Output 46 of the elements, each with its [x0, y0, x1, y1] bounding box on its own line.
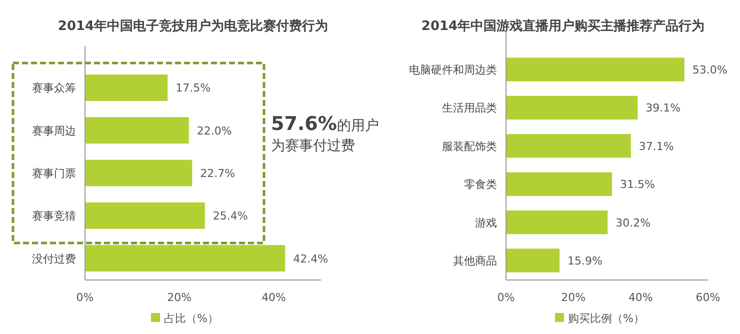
x-tick-label: 0%	[497, 291, 515, 304]
y-tick-label: 赛事竞猜	[32, 210, 76, 223]
y-tick-label: 赛事众筹	[32, 82, 76, 95]
bar	[85, 202, 205, 229]
bar	[506, 172, 612, 196]
bar	[85, 245, 286, 272]
chart-title: 2014年中国电子竞技用户为电竞比赛付费行为	[58, 18, 328, 34]
text: 25.4%	[212, 210, 248, 223]
chart-title: 2014年中国游戏直播用户购买主播推荐产品行为	[421, 18, 705, 34]
x-tick-label: 40%	[262, 291, 286, 304]
y-tick-label: 其他商品	[453, 254, 497, 268]
y-tick-label: 没付过费	[32, 252, 76, 266]
text: 15.9%	[568, 254, 602, 268]
legend-label: 购买比例（%）	[568, 312, 644, 325]
y-tick-label: 生活用品类	[442, 102, 497, 115]
annotation: 57.6%的用户	[271, 113, 379, 135]
text: 17.5%	[176, 82, 211, 95]
text: 42.4%	[293, 252, 328, 266]
text: 53.0%	[692, 63, 728, 76]
x-tick-label: 60%	[696, 291, 720, 304]
text: 31.5%	[620, 178, 656, 192]
legend-label: 占比（%）	[164, 312, 218, 325]
y-tick-label: 赛事门票	[32, 167, 76, 180]
x-tick-label: 20%	[561, 291, 586, 304]
bar	[506, 210, 608, 234]
x-tick-label: 0%	[76, 291, 94, 304]
text: 39.1%	[646, 102, 681, 115]
x-tick-label: 40%	[628, 291, 653, 304]
text: 30.2%	[616, 216, 651, 230]
annotation: 为赛事付过费	[271, 138, 355, 154]
bar	[506, 96, 638, 120]
text: 22.7%	[200, 167, 236, 180]
bar	[506, 134, 631, 158]
bar	[506, 248, 560, 272]
x-tick-label: 20%	[167, 291, 192, 304]
bar	[85, 74, 168, 101]
y-tick-label: 电脑硬件和周边类	[409, 63, 497, 76]
y-tick-label: 服装配饰类	[442, 140, 497, 153]
y-tick-label: 赛事周边	[32, 124, 76, 138]
y-tick-label: 零食类	[464, 178, 497, 192]
bar	[506, 58, 684, 82]
bar	[85, 117, 189, 144]
text: 37.1%	[638, 140, 674, 153]
text: 22.0%	[196, 124, 232, 138]
bar	[85, 160, 192, 186]
y-tick-label: 游戏	[475, 216, 497, 230]
